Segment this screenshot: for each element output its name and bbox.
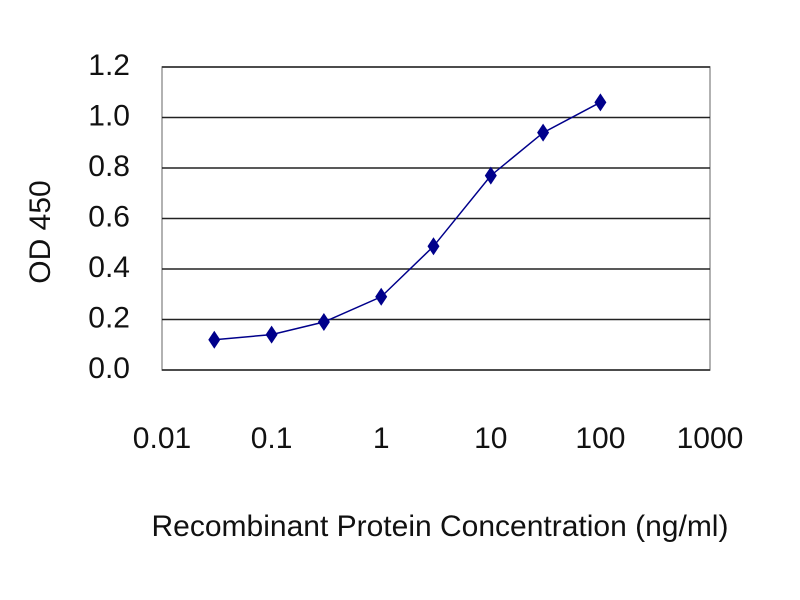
data-point bbox=[484, 166, 497, 185]
x-tick-label: 1000 bbox=[677, 422, 744, 455]
x-tick-label: 100 bbox=[575, 422, 625, 455]
data-point bbox=[537, 123, 550, 142]
y-tick-label: 0.4 bbox=[88, 251, 130, 284]
y-axis-label: OD 450 bbox=[24, 180, 57, 283]
data-point bbox=[208, 330, 221, 349]
x-tick-label: 0.1 bbox=[251, 422, 293, 455]
y-tick-label: 1.2 bbox=[88, 49, 130, 82]
data-line bbox=[214, 101, 601, 341]
data-point bbox=[594, 93, 607, 112]
y-tick-label: 0.0 bbox=[88, 352, 130, 385]
y-tick-label: 0.2 bbox=[88, 301, 130, 334]
y-tick-label: 0.8 bbox=[88, 150, 130, 183]
data-point bbox=[317, 313, 330, 332]
y-tick-label: 0.6 bbox=[88, 200, 130, 233]
y-tick-label: 1.0 bbox=[88, 99, 130, 132]
x-axis-label: Recombinant Protein Concentration (ng/ml… bbox=[152, 510, 729, 543]
data-point bbox=[265, 325, 278, 344]
x-tick-label: 1 bbox=[373, 422, 390, 455]
x-tick-label: 0.01 bbox=[133, 422, 191, 455]
data-point bbox=[427, 237, 440, 256]
x-tick-label: 10 bbox=[474, 422, 507, 455]
data-point bbox=[375, 287, 388, 306]
